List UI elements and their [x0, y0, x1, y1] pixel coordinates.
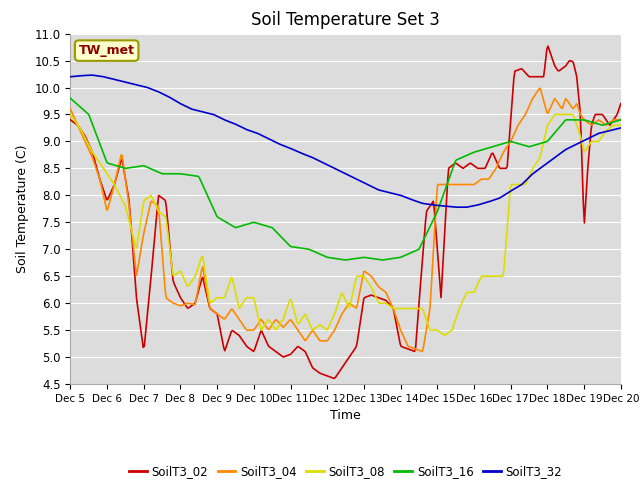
SoilT3_16: [617, 117, 625, 123]
SoilT3_04: [394, 319, 402, 325]
Text: TW_met: TW_met: [79, 44, 134, 57]
SoilT3_04: [332, 326, 339, 332]
SoilT3_02: [332, 373, 340, 379]
Line: SoilT3_02: SoilT3_02: [70, 46, 621, 378]
SoilT3_08: [364, 279, 372, 285]
SoilT3_04: [519, 116, 527, 121]
Line: SoilT3_32: SoilT3_32: [70, 75, 621, 207]
SoilT3_16: [67, 96, 74, 101]
SoilT3_08: [519, 181, 527, 187]
SoilT3_02: [67, 117, 74, 123]
SoilT3_16: [379, 257, 387, 263]
SoilT3_02: [330, 375, 338, 381]
SoilT3_08: [605, 126, 612, 132]
SoilT3_08: [440, 332, 448, 338]
SoilT3_16: [396, 255, 403, 261]
SoilT3_02: [606, 122, 614, 128]
SoilT3_32: [329, 165, 337, 170]
Legend: SoilT3_02, SoilT3_04, SoilT3_08, SoilT3_16, SoilT3_32: SoilT3_02, SoilT3_04, SoilT3_08, SoilT3_…: [124, 461, 567, 480]
SoilT3_08: [617, 122, 625, 128]
SoilT3_32: [332, 166, 340, 172]
Line: SoilT3_08: SoilT3_08: [70, 114, 621, 335]
SoilT3_32: [67, 74, 74, 80]
SoilT3_04: [617, 117, 625, 123]
SoilT3_08: [332, 310, 339, 315]
SoilT3_16: [364, 255, 372, 261]
SoilT3_02: [544, 43, 552, 49]
SoilT3_32: [520, 180, 527, 185]
SoilT3_32: [396, 192, 403, 198]
SoilT3_16: [605, 120, 612, 126]
SoilT3_08: [67, 111, 74, 117]
SoilT3_04: [364, 271, 372, 277]
SoilT3_04: [419, 348, 426, 354]
SoilT3_32: [606, 128, 614, 133]
SoilT3_32: [88, 72, 96, 78]
SoilT3_08: [394, 306, 402, 312]
SoilT3_02: [328, 375, 335, 381]
Line: SoilT3_16: SoilT3_16: [70, 98, 621, 260]
SoilT3_02: [365, 293, 373, 299]
SoilT3_02: [617, 101, 625, 107]
SoilT3_16: [332, 255, 339, 261]
SoilT3_32: [452, 204, 460, 210]
SoilT3_04: [67, 106, 74, 112]
SoilT3_32: [365, 182, 373, 188]
SoilT3_32: [617, 125, 625, 131]
SoilT3_02: [519, 67, 527, 72]
SoilT3_04: [606, 120, 614, 125]
X-axis label: Time: Time: [330, 409, 361, 422]
SoilT3_04: [328, 331, 335, 337]
Y-axis label: Soil Temperature (C): Soil Temperature (C): [16, 144, 29, 273]
SoilT3_02: [396, 336, 403, 341]
Title: Soil Temperature Set 3: Soil Temperature Set 3: [251, 11, 440, 29]
SoilT3_04: [536, 85, 544, 91]
SoilT3_16: [519, 142, 527, 148]
Line: SoilT3_04: SoilT3_04: [70, 88, 621, 351]
SoilT3_16: [328, 255, 335, 261]
SoilT3_08: [328, 317, 335, 323]
